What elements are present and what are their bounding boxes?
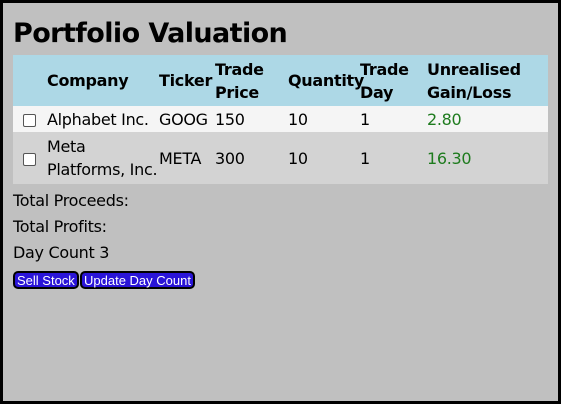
page-title: Portfolio Valuation <box>13 18 288 49</box>
cell-trade-price: 150 <box>215 109 245 129</box>
cell-trade-price: 300 <box>215 148 245 168</box>
table-header-row: Company Ticker Trade Price Quantity Trad… <box>13 55 548 106</box>
cell-ticker: GOOG <box>159 109 208 129</box>
row-select-checkbox[interactable] <box>23 152 36 166</box>
cell-company: Meta Platforms, Inc. <box>47 137 158 179</box>
header-trade-day: Trade Day <box>360 59 409 102</box>
total-proceeds-label: Total Proceeds: <box>13 191 129 210</box>
table-row: Meta Platforms, Inc. META 300 10 1 16.30 <box>13 132 548 184</box>
day-count-label: Day Count 3 <box>13 243 110 262</box>
cell-trade-day: 1 <box>360 148 370 168</box>
header-select <box>13 55 47 106</box>
cell-unrealised: 16.30 <box>427 148 472 168</box>
total-profits-label: Total Profits: <box>13 217 107 236</box>
row-select-checkbox[interactable] <box>23 113 36 127</box>
table-row: Alphabet Inc. GOOG 150 10 1 2.80 <box>13 106 548 132</box>
cell-unrealised: 2.80 <box>427 109 462 129</box>
cell-quantity: 10 <box>288 148 308 168</box>
portfolio-table: Company Ticker Trade Price Quantity Trad… <box>13 55 548 184</box>
cell-trade-day: 1 <box>360 109 370 129</box>
header-ticker: Ticker <box>159 71 213 90</box>
cell-quantity: 10 <box>288 109 308 129</box>
cell-ticker: META <box>159 148 202 168</box>
header-trade-price: Trade Price <box>215 59 264 102</box>
cell-company: Alphabet Inc. <box>47 109 149 129</box>
update-day-count-button[interactable]: Update Day Count <box>80 271 195 289</box>
header-quantity: Quantity <box>288 71 364 90</box>
header-company: Company <box>47 71 129 90</box>
header-unrealised-gain-loss: Unrealised Gain/Loss <box>427 59 521 102</box>
sell-stock-button[interactable]: Sell Stock <box>13 271 79 289</box>
